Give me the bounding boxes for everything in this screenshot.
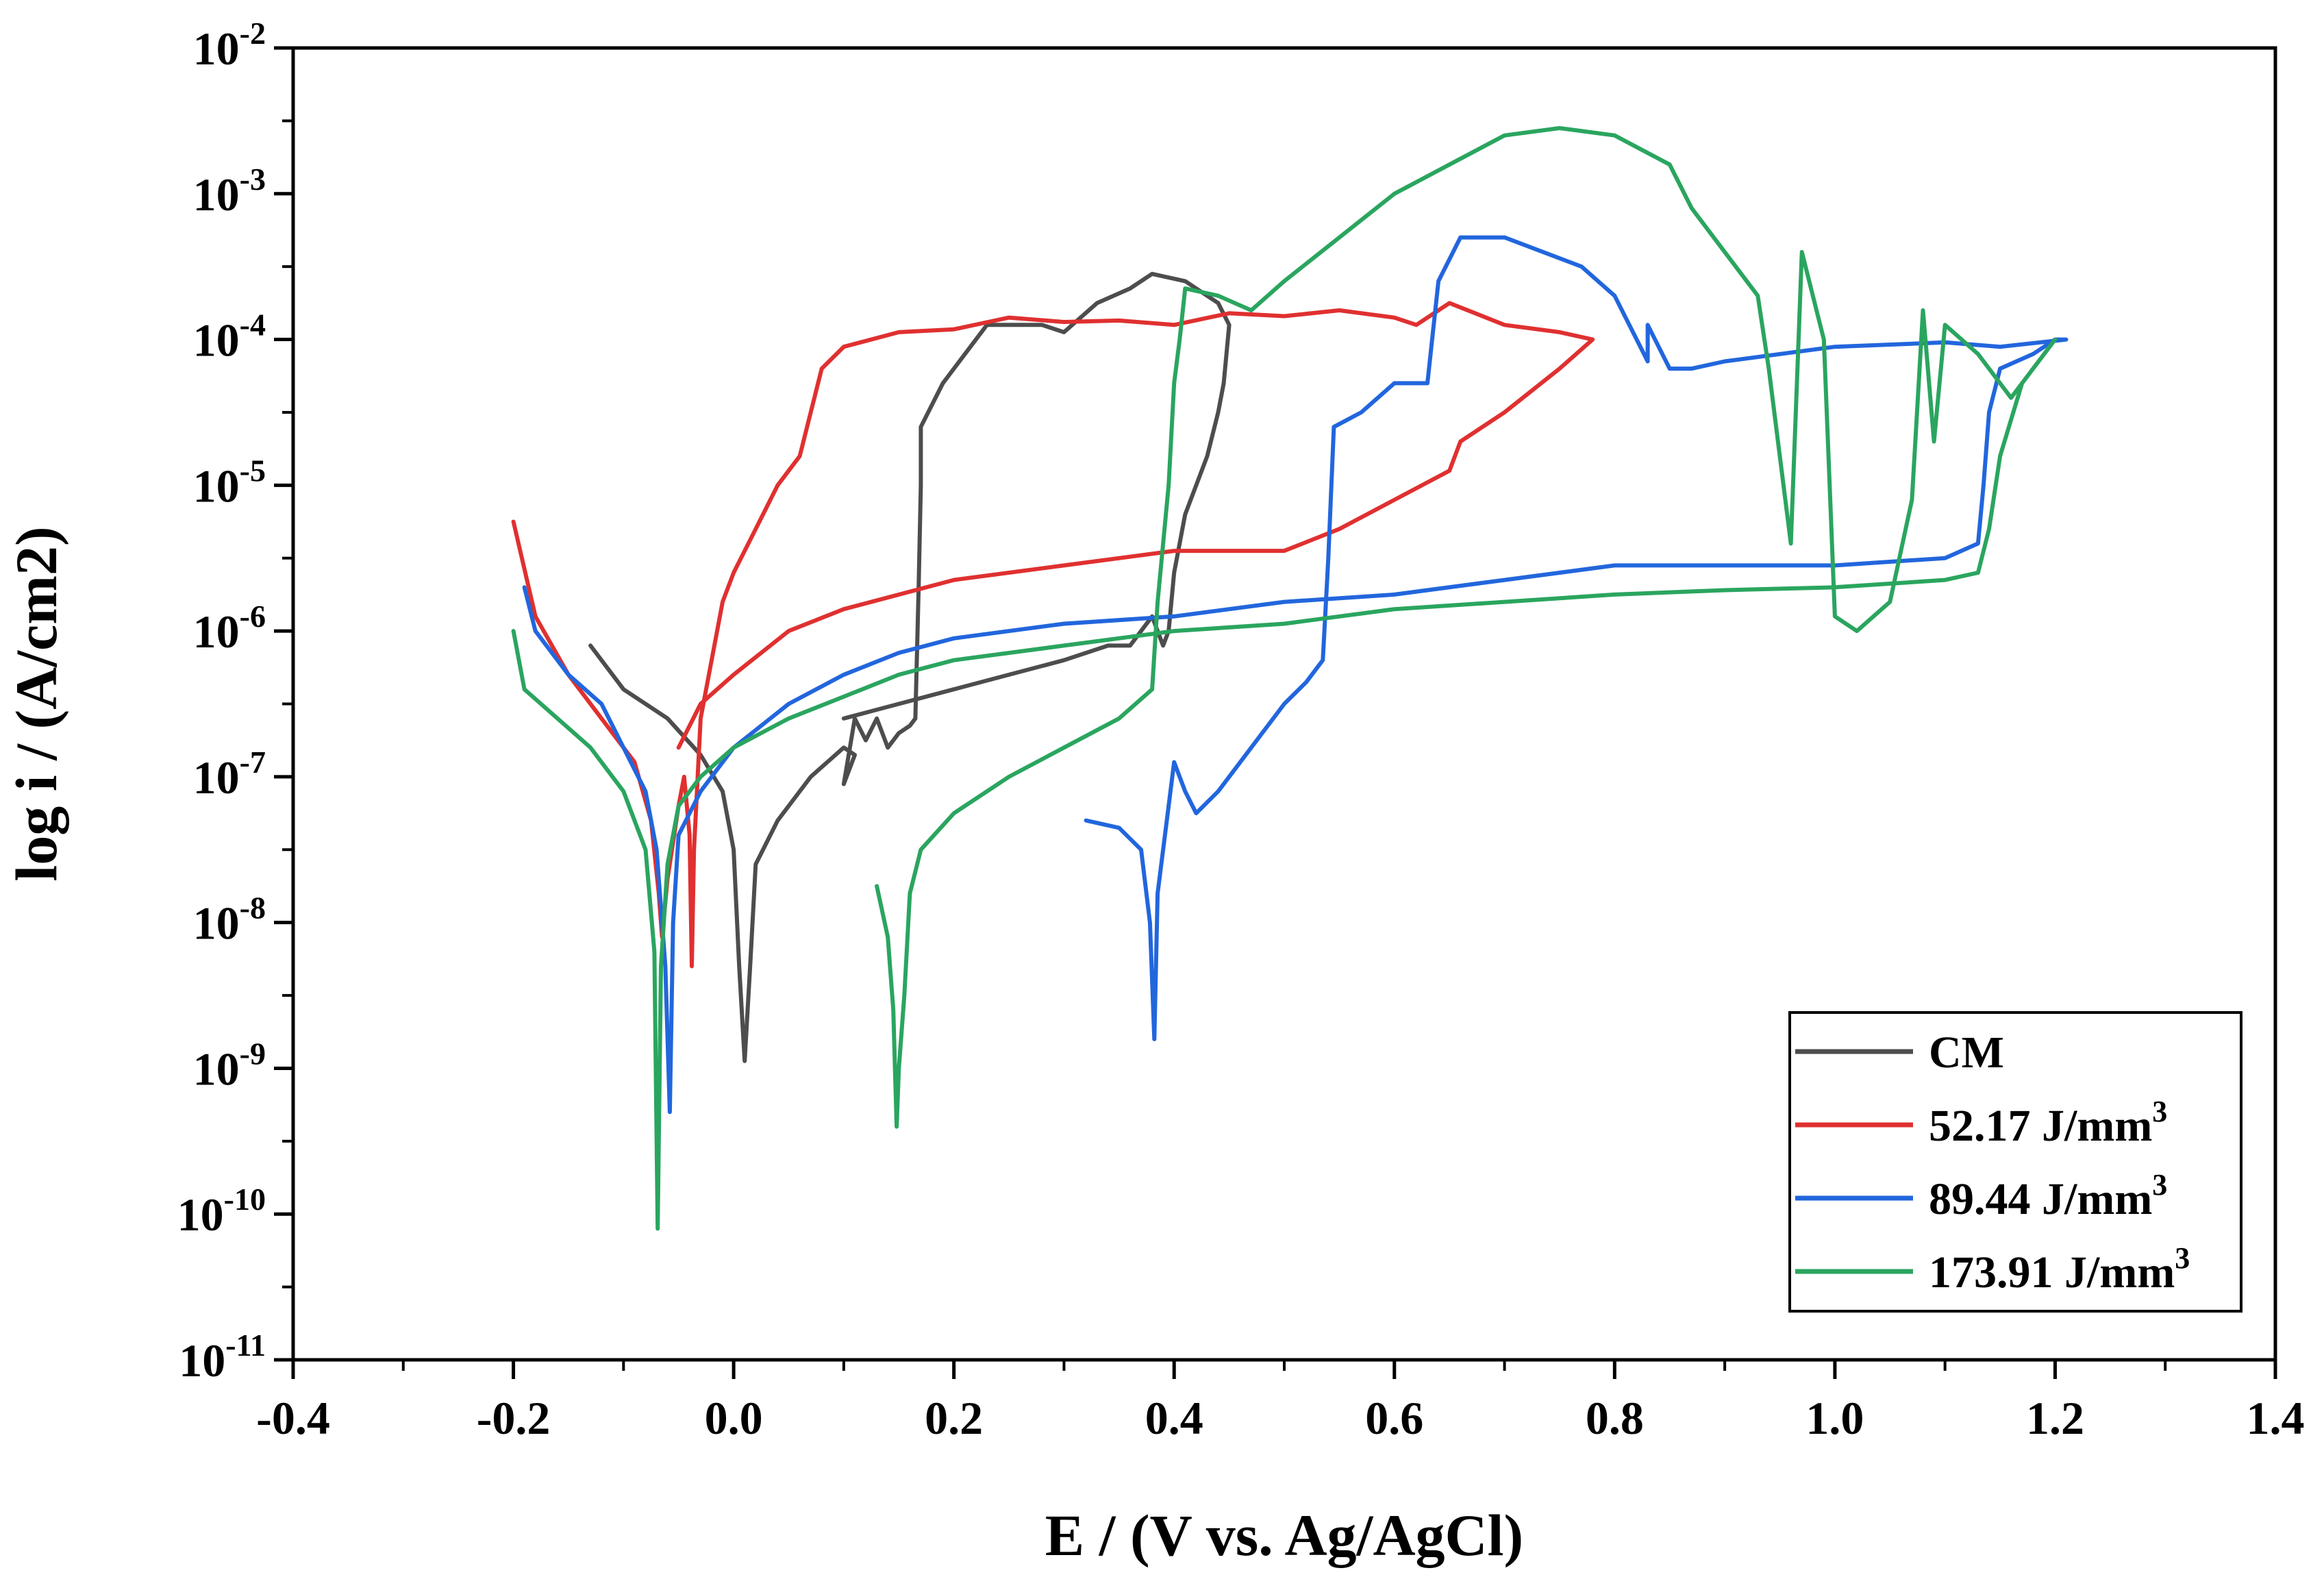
legend-label: 89.44 J/mm3 <box>1929 1168 2167 1224</box>
legend-label: 52.17 J/mm3 <box>1929 1095 2167 1151</box>
y-axis: 10-2 10-3 10-4 10-5 10-6 10-7 10-8 10-9 10-10 10-… <box>177 16 293 1387</box>
y-tick-label: 10-7 <box>193 745 266 804</box>
x-tick-label: -0.2 <box>477 1392 551 1444</box>
x-tick-label: 0.2 <box>925 1392 983 1444</box>
y-tick-label: 10-10 <box>177 1182 266 1241</box>
x-axis-title: E / (V vs. Ag/AgCl) <box>1045 1502 1523 1568</box>
y-tick-label: 10-6 <box>193 599 266 658</box>
series-line-2 <box>522 235 2069 1115</box>
y-tick-label: 10-9 <box>193 1036 266 1095</box>
series-line-3 <box>511 126 2058 1231</box>
x-tick-label: 0.6 <box>1365 1392 1423 1444</box>
y-tick-label: 10-2 <box>193 16 266 75</box>
x-tick-label: 0.0 <box>705 1392 763 1444</box>
y-tick-label: 10-4 <box>193 308 266 367</box>
x-tick-label: 1.0 <box>1806 1392 1864 1444</box>
legend-label: CM <box>1929 1028 2004 1078</box>
y-tick-label: 10-5 <box>193 453 266 512</box>
x-axis: -0.4 -0.2 0.0 0.2 0.4 0.6 0.8 1.0 1.2 1.4 <box>256 1360 2305 1444</box>
series-layer <box>511 126 2069 1231</box>
y-tick-label: 10-8 <box>193 891 266 949</box>
x-tick-label: 0.8 <box>1586 1392 1644 1444</box>
legend: CM 52.17 J/mm3 89.44 J/mm3 173.91 J/mm3 <box>1788 1011 2242 1313</box>
y-tick-label: 10-11 <box>179 1328 266 1387</box>
legend-label: 173.91 J/mm3 <box>1929 1241 2190 1297</box>
y-tick-label: 10-3 <box>193 162 266 221</box>
legend-box <box>1788 1011 2242 1313</box>
x-tick-label: -0.4 <box>256 1392 330 1444</box>
x-tick-label: 1.2 <box>2026 1392 2084 1444</box>
x-tick-label: 1.4 <box>2247 1392 2305 1444</box>
y-axis-title: log i / (A/cm2) <box>3 526 69 881</box>
x-tick-label: 0.4 <box>1145 1392 1203 1444</box>
